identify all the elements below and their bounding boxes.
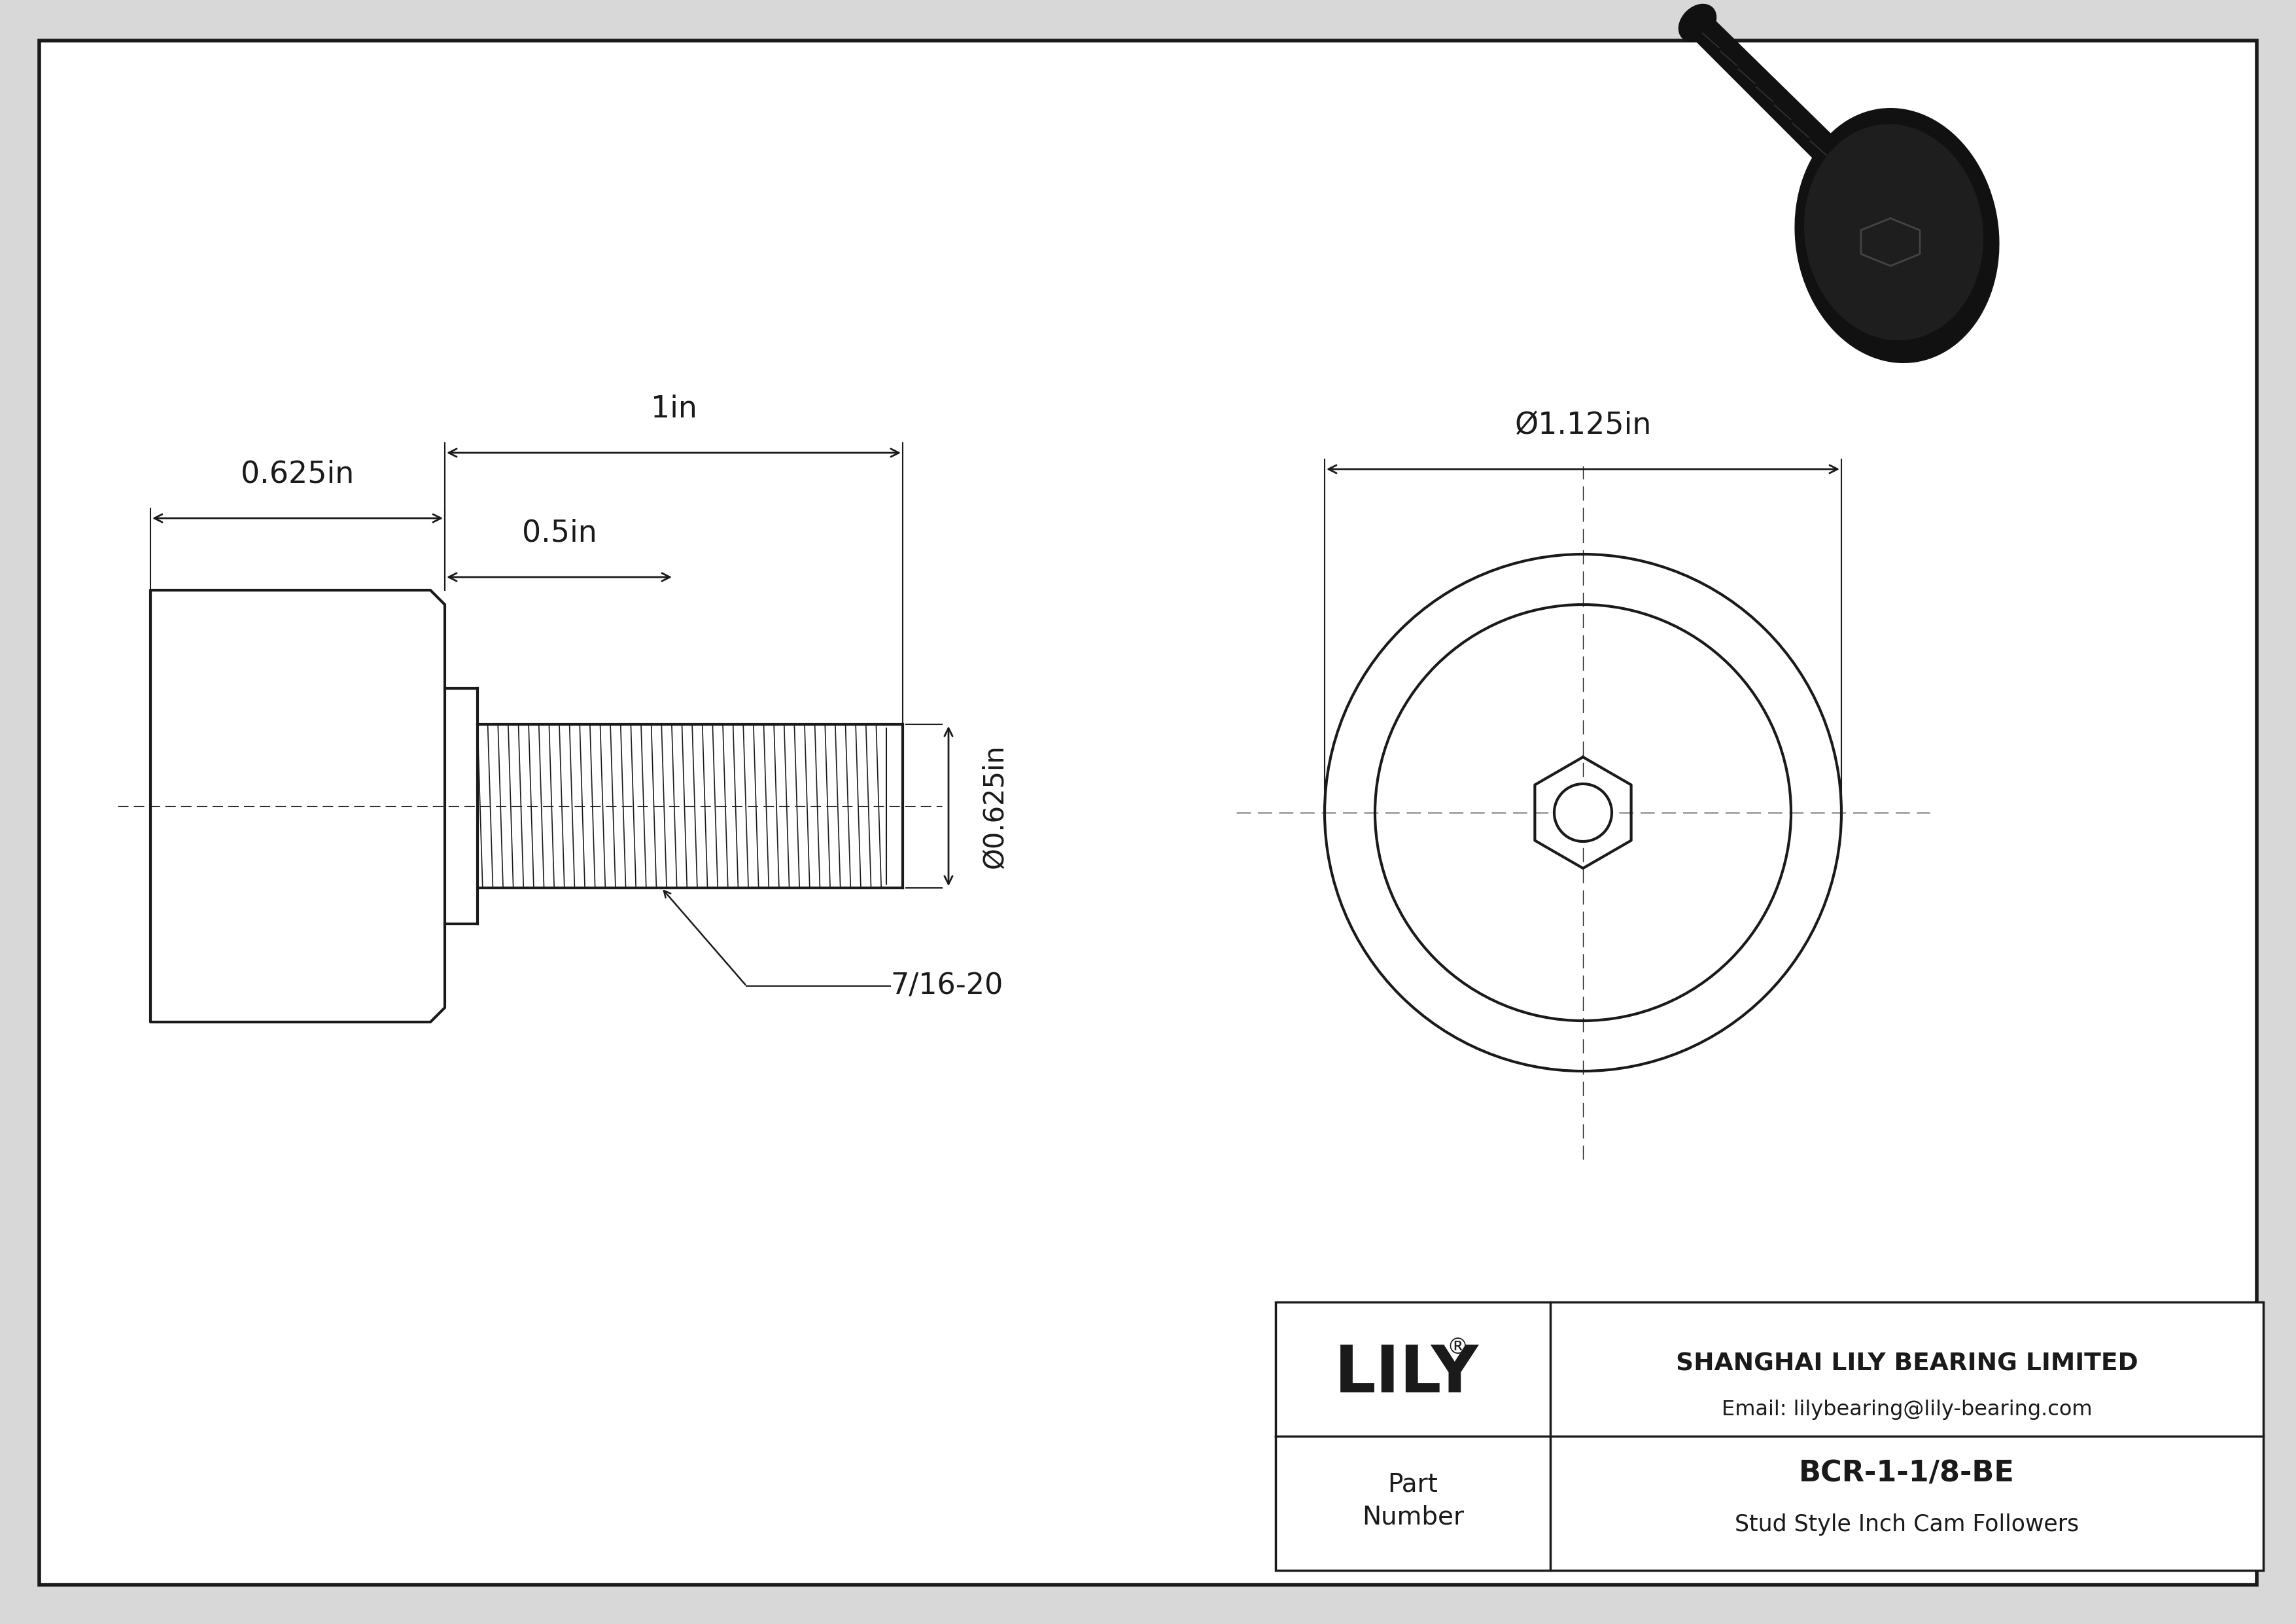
Ellipse shape (1795, 109, 2000, 362)
Text: BCR-1-1/8-BE: BCR-1-1/8-BE (1798, 1460, 2014, 1488)
Text: 0.5in: 0.5in (521, 520, 597, 549)
Text: SHANGHAI LILY BEARING LIMITED: SHANGHAI LILY BEARING LIMITED (1676, 1353, 2138, 1376)
Circle shape (1325, 554, 1841, 1072)
Circle shape (1375, 604, 1791, 1021)
Text: Email: lilybearing@lily-bearing.com: Email: lilybearing@lily-bearing.com (1722, 1400, 2092, 1419)
Bar (1277, 1302, 2264, 1570)
Text: Ø1.125in: Ø1.125in (1515, 411, 1651, 440)
Circle shape (1554, 784, 1612, 841)
Text: 1in: 1in (650, 395, 698, 424)
Ellipse shape (1805, 123, 1984, 341)
Text: 7/16-20: 7/16-20 (891, 973, 1003, 1000)
Text: LILY: LILY (1334, 1343, 1479, 1406)
Polygon shape (1688, 13, 1857, 184)
Text: Stud Style Inch Cam Followers: Stud Style Inch Cam Followers (1736, 1514, 2078, 1536)
Ellipse shape (1678, 5, 1715, 42)
Text: Ø0.625in: Ø0.625in (980, 744, 1008, 869)
Text: Part
Number: Part Number (1362, 1471, 1465, 1530)
Text: ®: ® (1446, 1337, 1469, 1359)
Text: 0.625in: 0.625in (241, 460, 354, 489)
